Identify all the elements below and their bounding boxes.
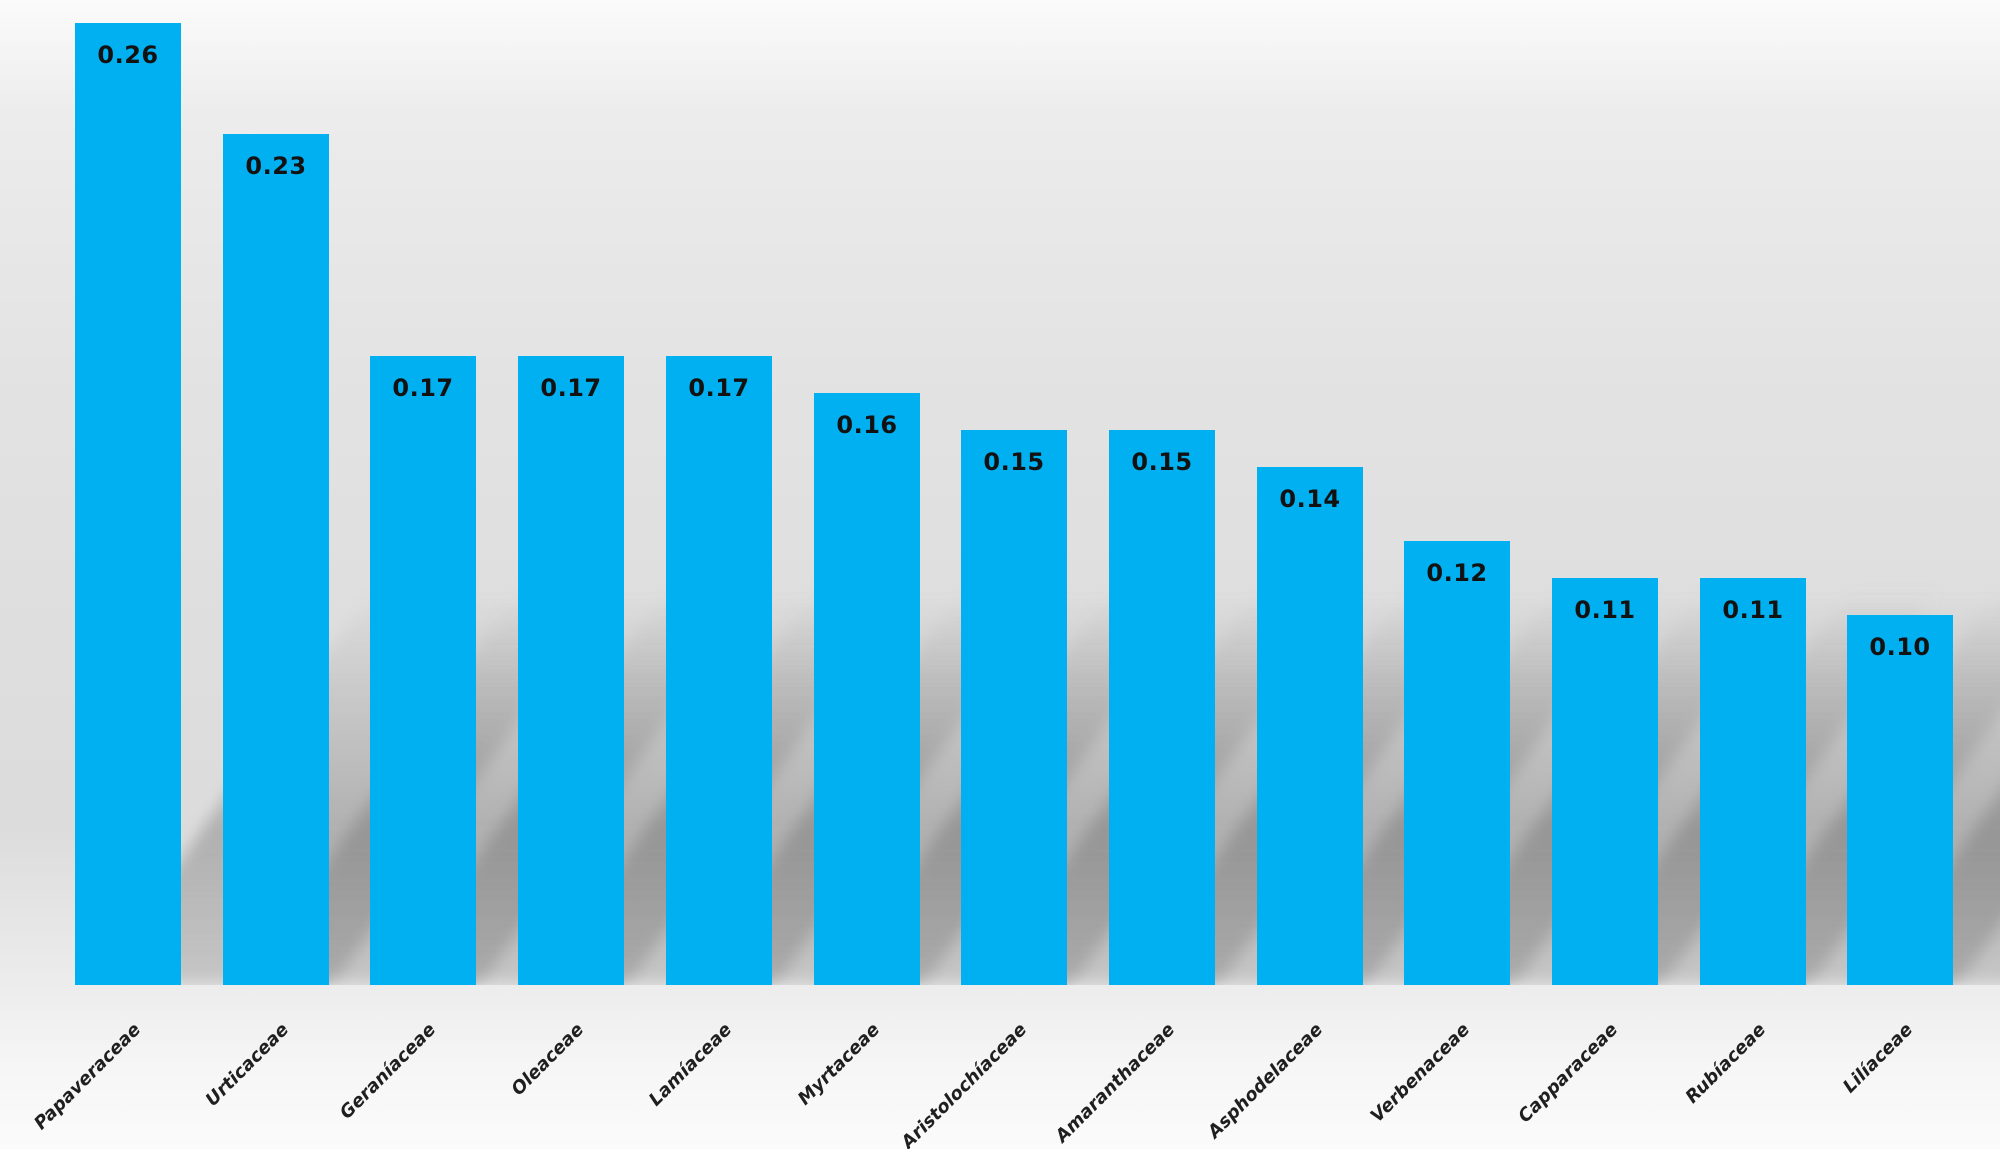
bar[interactable]: 0.11 (1700, 578, 1806, 985)
bar-value-label: 0.15 (1131, 448, 1193, 476)
bar-value-label: 0.17 (392, 374, 454, 402)
bar[interactable]: 0.15 (961, 430, 1067, 985)
bar-value-label: 0.23 (245, 152, 307, 180)
bar-value-label: 0.11 (1722, 596, 1784, 624)
bar[interactable]: 0.10 (1847, 615, 1953, 985)
bar[interactable]: 0.17 (518, 356, 624, 985)
bar-value-label: 0.26 (97, 41, 159, 69)
bar-value-label: 0.11 (1574, 596, 1636, 624)
bar[interactable]: 0.16 (814, 393, 920, 985)
bar-value-label: 0.16 (836, 411, 898, 439)
bar[interactable]: 0.26 (75, 23, 181, 985)
bar-value-label: 0.10 (1869, 633, 1931, 661)
bar-value-label: 0.14 (1279, 485, 1341, 513)
bar-value-label: 0.17 (540, 374, 602, 402)
bar[interactable]: 0.15 (1109, 430, 1215, 985)
bar-value-label: 0.17 (688, 374, 750, 402)
bar[interactable]: 0.17 (666, 356, 772, 985)
bar[interactable]: 0.23 (223, 134, 329, 985)
bar[interactable]: 0.14 (1257, 467, 1363, 985)
bar-value-label: 0.15 (983, 448, 1045, 476)
bar[interactable]: 0.11 (1552, 578, 1658, 985)
bar[interactable]: 0.17 (370, 356, 476, 985)
bar[interactable]: 0.12 (1404, 541, 1510, 985)
category-label: Papaveraceae (30, 1019, 146, 1135)
bar-value-label: 0.12 (1426, 559, 1488, 587)
